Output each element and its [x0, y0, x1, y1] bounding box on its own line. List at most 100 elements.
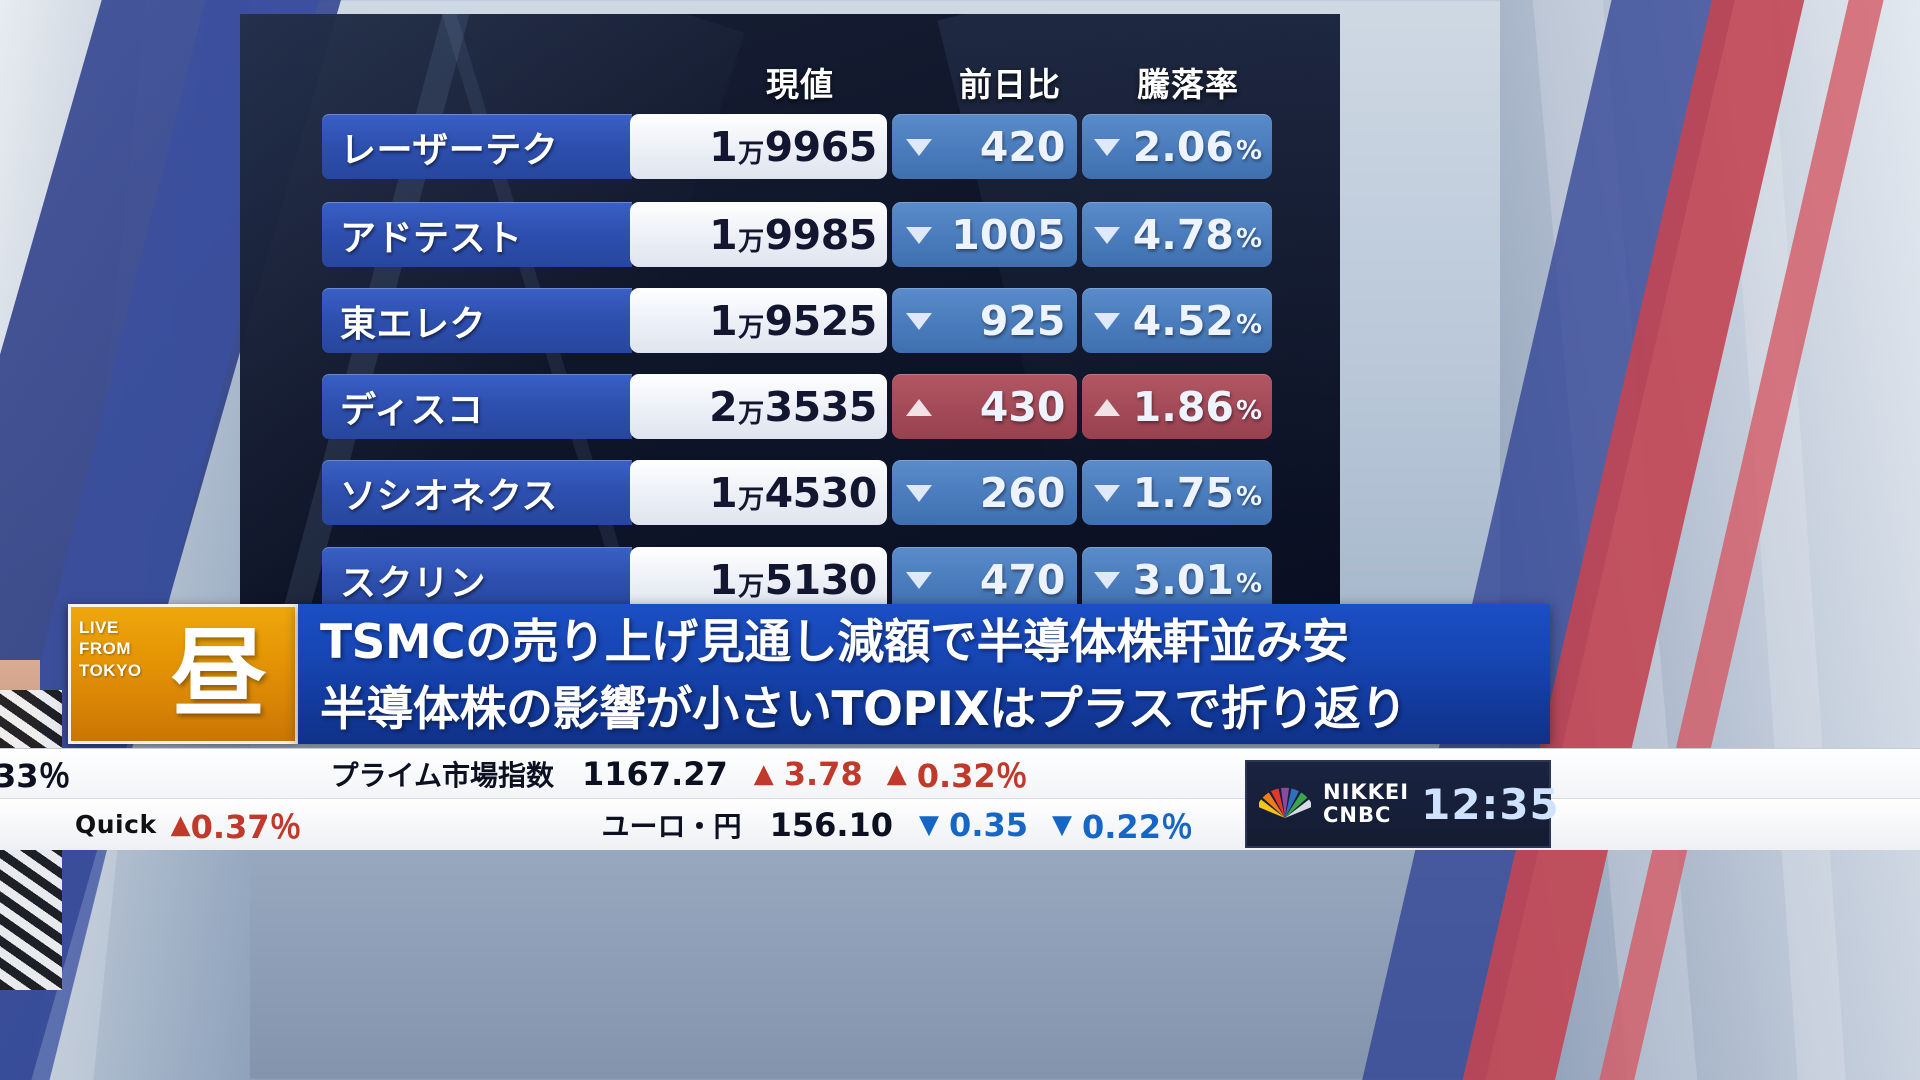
live-from-tokyo-badge: LIVE FROM TOKYO 昼 [68, 604, 298, 744]
ticker-change: 3.78 [783, 754, 863, 793]
stock-price: 2 万 3535 [630, 374, 887, 439]
headline-line-2: 半導体株の影響が小さいTOPIXはプラスで折り返り [320, 681, 1407, 737]
price-man-digit: 2 [709, 382, 738, 431]
triangle-down-icon [1094, 485, 1121, 502]
triangle-up-icon [1094, 399, 1121, 416]
ticker-value: 1167.27 [582, 754, 728, 793]
change-value: 420 [979, 122, 1066, 171]
headline-line-1: TSMCの売り上げ見通し減額で半導体株軒並み安 [320, 615, 1349, 670]
price-remainder: 3535 [764, 382, 878, 431]
ticker-change: 0.35 [949, 805, 1028, 844]
live-from-tokyo-label: LIVE FROM TOKYO [71, 607, 143, 741]
triangle-down-icon [1094, 139, 1121, 156]
ticker-item: プライム市場指数 1167.27 ▲ 3.78 ▲ 0.32％ [331, 751, 1028, 797]
column-header-percent: 騰落率 [1137, 65, 1239, 104]
triangle-down-icon [1094, 313, 1121, 330]
triangle-up-icon [905, 399, 932, 416]
price-man-digit: 1 [709, 296, 738, 345]
stock-name: 東エレク [322, 288, 633, 353]
percent-sign: % [1235, 223, 1262, 254]
triangle-up-icon: ▲ [753, 758, 774, 789]
column-header-price: 現値 [766, 65, 834, 104]
live-label-line3: TOKYO [79, 660, 142, 680]
percent-value: 1.75 [1132, 468, 1234, 517]
ticker-strip-top[interactable]: 33％ プライム市場指数 1167.27 ▲ 3.78 ▲ 0.32％ ス [0, 748, 1920, 798]
percent-value: 3.01 [1132, 555, 1234, 604]
network-name: NIKKEI CNBC [1323, 779, 1410, 827]
stock-name: スクリン [322, 547, 633, 612]
percent-sign: % [1235, 481, 1262, 512]
table-header-row: 現値 前日比 騰落率 [240, 58, 1340, 104]
change-value: 430 [979, 382, 1066, 431]
ticker-percent: 0.22％ [1082, 807, 1193, 846]
stock-name: レーザーテク [322, 114, 633, 179]
price-unit-man: 万 [738, 485, 764, 515]
stock-percent: 3.01% [1082, 547, 1272, 612]
percent-sign: % [1235, 568, 1262, 599]
percent-sign: % [1235, 135, 1262, 166]
triangle-down-icon [1094, 572, 1121, 589]
triangle-down-icon [1094, 227, 1121, 244]
price-remainder: 9525 [764, 296, 878, 345]
triangle-down-icon [905, 227, 932, 244]
live-label-line1: LIVE [79, 618, 119, 637]
stock-name: ディスコ [322, 374, 633, 439]
ticker-label: プライム市場指数 [330, 758, 554, 792]
triangle-down-icon [905, 572, 932, 589]
ticker-left-fragment: 33％ [0, 756, 71, 795]
ticker-strip-bottom[interactable]: Quick ▲ 0.37％ ユーロ・円 156.10 ▼ 0.35 ▼ 0.22… [0, 798, 1920, 850]
triangle-down-icon [905, 485, 932, 502]
percent-value: 4.52 [1132, 296, 1234, 345]
ticker-value: 156.10 [769, 805, 894, 844]
stock-name: ソシオネクス [322, 460, 633, 525]
price-man-digit: 1 [709, 122, 738, 171]
ticker-percent: 0.32％ [916, 756, 1028, 795]
stock-percent: 4.52% [1082, 288, 1272, 353]
column-header-change: 前日比 [959, 65, 1061, 104]
stock-price: 1 万 5130 [630, 547, 887, 612]
stock-percent: 4.78% [1082, 202, 1272, 267]
change-value: 1005 [951, 210, 1066, 259]
network-name-line2: CNBC [1323, 803, 1392, 827]
triangle-down-icon [905, 313, 932, 330]
stock-price: 1 万 9965 [630, 114, 887, 179]
network-name-line1: NIKKEI [1323, 779, 1410, 804]
ticker-label: ユーロ・円 [601, 809, 742, 843]
change-value: 260 [979, 468, 1066, 517]
percent-value: 1.86 [1132, 382, 1234, 431]
stock-change: 925 [891, 288, 1078, 353]
stock-change: 430 [891, 374, 1078, 439]
triangle-up-icon: ▲ [170, 809, 191, 840]
percent-value: 2.06 [1132, 122, 1234, 171]
stock-change: 420 [891, 114, 1078, 179]
change-value: 925 [979, 296, 1066, 345]
quick-brand-value: 0.37％ [190, 807, 302, 846]
price-unit-man: 万 [738, 572, 764, 602]
table-row[interactable]: レーザーテク 1 万 9965 420 2.06% [322, 114, 1272, 179]
price-remainder: 4530 [764, 468, 878, 517]
network-logo-box: NIKKEI CNBC 12:35 [1245, 760, 1559, 848]
quick-brand-label: Quick [75, 810, 157, 839]
program-kanji-hiru: 昼 [171, 618, 267, 730]
table-row[interactable]: ソシオネクス 1 万 4530 260 1.75% [322, 460, 1272, 525]
price-remainder: 9985 [764, 210, 878, 259]
price-unit-man: 万 [738, 227, 764, 257]
stock-price: 1 万 4530 [630, 460, 887, 525]
price-man-digit: 1 [709, 210, 738, 259]
price-unit-man: 万 [738, 313, 764, 343]
table-row[interactable]: アドテスト 1 万 9985 1005 4.78% [322, 202, 1272, 267]
ticker-item: ユーロ・円 156.10 ▼ 0.35 ▼ 0.22％ [602, 802, 1193, 848]
percent-value: 4.78 [1132, 210, 1234, 259]
table-row[interactable]: ディスコ 2 万 3535 430 1.86% [322, 374, 1272, 439]
stock-change: 1005 [891, 202, 1078, 267]
table-row[interactable]: スクリン 1 万 5130 470 3.01% [322, 547, 1272, 612]
stock-change: 260 [891, 460, 1078, 525]
table-row[interactable]: 東エレク 1 万 9525 925 4.52% [322, 288, 1272, 353]
price-remainder: 5130 [764, 555, 878, 604]
triangle-down-icon: ▼ [1052, 809, 1072, 840]
triangle-down-icon [905, 139, 932, 156]
percent-sign: % [1235, 395, 1262, 426]
percent-sign: % [1235, 309, 1262, 340]
change-value: 470 [979, 555, 1066, 604]
stock-percent: 1.75% [1082, 460, 1272, 525]
